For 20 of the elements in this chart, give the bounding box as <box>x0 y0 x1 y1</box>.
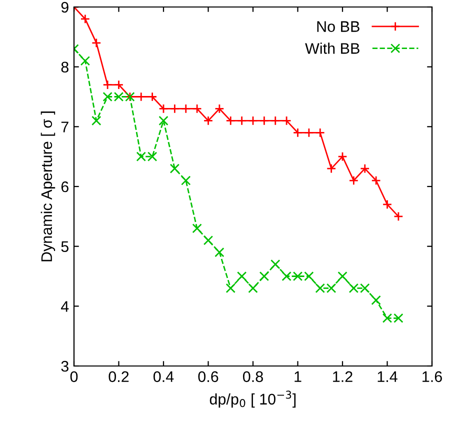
x-tick-label: 1.4 <box>378 371 398 382</box>
legend-label: With BB <box>305 42 360 54</box>
legend-label: No BB <box>317 21 360 32</box>
x-tick-label: 0.2 <box>108 371 129 382</box>
x-tick-label: 0.4 <box>153 371 174 382</box>
x-axis-title: dp/p$_{0}$ [ 10$^{−3}$] <box>210 390 296 408</box>
y-tick-label: 8 <box>61 62 68 73</box>
y-tick-label: 7 <box>61 122 68 132</box>
y-tick-label: 9 <box>61 2 68 13</box>
y-tick-label: 4 <box>60 301 69 312</box>
x-tick-label: 0.8 <box>242 371 263 382</box>
y-axis-title: Dynamic Aperture [ σ ] <box>40 112 56 262</box>
y-tick-label: 6 <box>61 181 68 192</box>
y-tick-label: 5 <box>61 241 68 252</box>
x-tick-label: 1 <box>294 371 302 382</box>
x-tick-label: 0.6 <box>198 371 218 382</box>
x-tick-label: 0 <box>70 371 78 382</box>
y-tick-label: 3 <box>61 360 68 372</box>
x-tick-label: 1.6 <box>422 371 442 382</box>
x-tick-label: 1.2 <box>333 371 352 382</box>
